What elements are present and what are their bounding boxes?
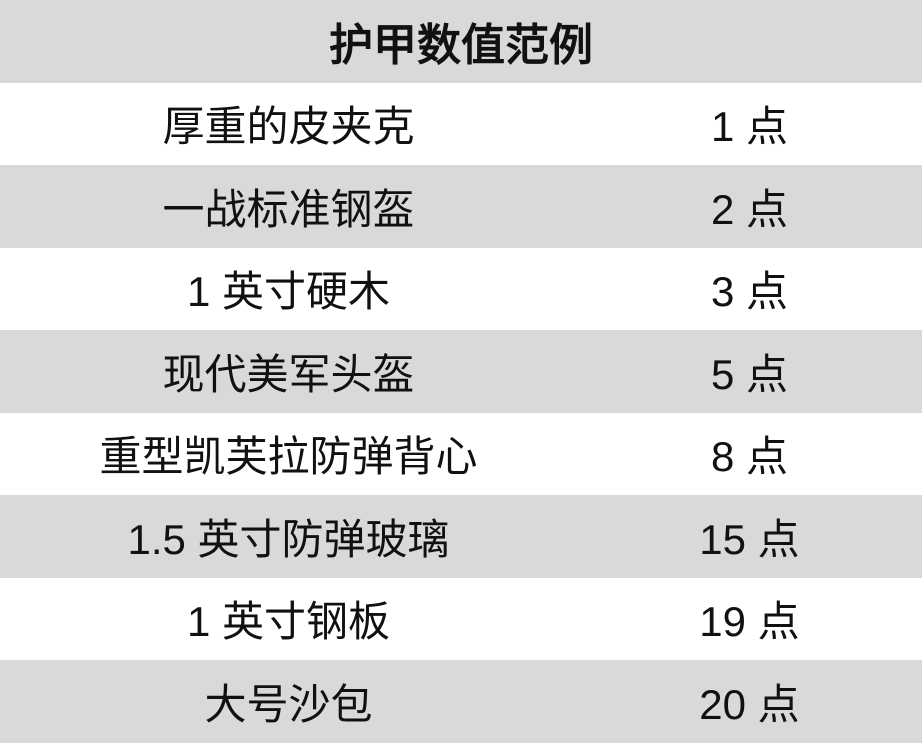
- armor-item: 一战标准钢盔: [162, 185, 415, 233]
- armor-item: 现代美军头盔: [162, 350, 415, 398]
- table-row: 1.5 英寸防弹玻璃 15 点: [0, 495, 922, 578]
- armor-item: 厚重的皮夹克: [162, 103, 415, 151]
- table-row: 厚重的皮夹克 1 点: [0, 83, 922, 166]
- armor-item: 1 英寸钢板: [186, 598, 391, 646]
- armor-value: 1 点: [710, 103, 789, 151]
- armor-item: 1 英寸硬木: [186, 268, 391, 316]
- table-row: 1 英寸硬木 3 点: [0, 248, 922, 331]
- armor-value: 20 点: [699, 680, 800, 728]
- table-title: 护甲数值范例: [0, 0, 922, 83]
- armor-value: 8 点: [710, 433, 789, 481]
- armor-value: 2 点: [710, 185, 789, 233]
- armor-item: 大号沙包: [204, 680, 373, 728]
- table-row: 现代美军头盔 5 点: [0, 330, 922, 413]
- table-row: 1 英寸钢板 19 点: [0, 578, 922, 661]
- armor-value: 5 点: [710, 350, 789, 398]
- armor-value: 19 点: [699, 598, 800, 646]
- armor-item: 重型凯芙拉防弹背心: [99, 433, 478, 481]
- armor-item: 1.5 英寸防弹玻璃: [127, 515, 450, 563]
- table-row: 重型凯芙拉防弹背心 8 点: [0, 413, 922, 496]
- table-row: 大号沙包 20 点: [0, 660, 922, 743]
- table-row: 一战标准钢盔 2 点: [0, 165, 922, 248]
- table-body: 厚重的皮夹克 1 点一战标准钢盔 2 点 1 英寸硬木 3 点现代美军头盔 5 点重型凯芙…: [0, 83, 922, 743]
- armor-value: 15 点: [699, 515, 800, 563]
- armor-value: 3 点: [710, 268, 789, 316]
